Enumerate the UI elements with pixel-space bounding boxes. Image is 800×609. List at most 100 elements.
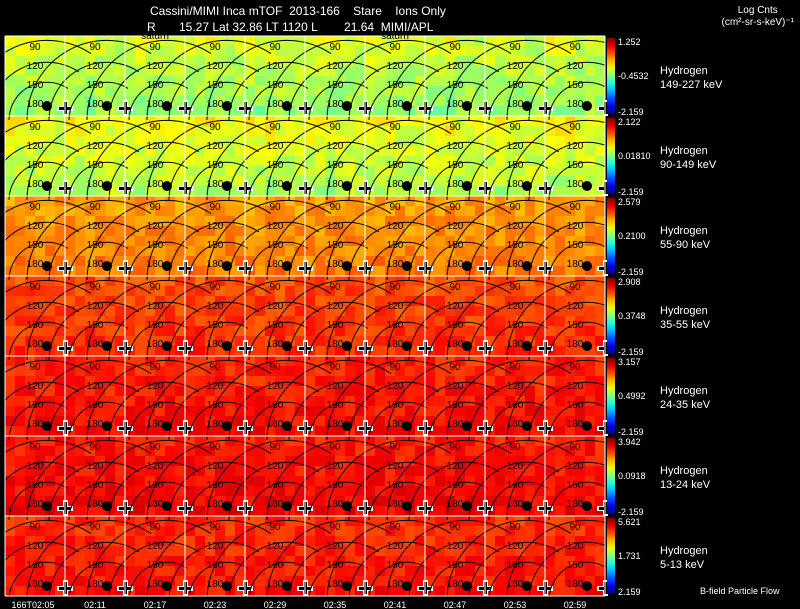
heatmap-cell bbox=[595, 306, 605, 316]
angle-label: 120 bbox=[327, 141, 344, 152]
heatmap-cell bbox=[545, 436, 555, 446]
heatmap-cell bbox=[375, 376, 385, 386]
heatmap-cell bbox=[305, 336, 315, 346]
heatmap-cell bbox=[475, 76, 485, 86]
flow-marker bbox=[42, 421, 52, 431]
units-line-2: (cm²-sr-s-keV)⁻¹ bbox=[721, 17, 794, 28]
heatmap-cell bbox=[85, 506, 95, 516]
heatmap-cell bbox=[35, 386, 45, 396]
angle-label: 180 bbox=[147, 339, 164, 350]
heatmap-cell bbox=[145, 446, 155, 456]
heatmap-cell bbox=[425, 316, 435, 326]
heatmap-cell bbox=[155, 456, 165, 466]
angle-arc bbox=[446, 519, 572, 601]
heatmap-cell bbox=[105, 556, 115, 566]
angle-label: 120 bbox=[447, 221, 464, 232]
angle-label: 90 bbox=[389, 282, 401, 293]
angle-arc bbox=[488, 321, 549, 361]
heatmap-cell bbox=[185, 66, 195, 76]
heatmap-cell bbox=[275, 66, 285, 76]
heatmap-cell bbox=[195, 366, 205, 376]
heatmap-cell bbox=[565, 126, 575, 136]
heatmap-cell bbox=[265, 176, 275, 186]
heatmap-cell bbox=[55, 136, 65, 146]
heatmap-cell bbox=[255, 456, 265, 466]
heatmap-cell bbox=[35, 566, 45, 576]
heatmap-cell bbox=[465, 276, 475, 286]
heatmap-cell bbox=[45, 276, 55, 286]
heatmap-cell bbox=[35, 106, 45, 116]
angle-label: 90 bbox=[569, 362, 581, 373]
heatmap-cell bbox=[445, 166, 455, 176]
heatmap-cell bbox=[315, 576, 325, 586]
heatmap-cell bbox=[545, 166, 555, 176]
heatmap-cell bbox=[125, 236, 135, 246]
heatmap-cell bbox=[375, 106, 385, 116]
heatmap-cell bbox=[95, 386, 105, 396]
angle-label: 90 bbox=[509, 442, 521, 453]
heatmap-cell bbox=[565, 36, 575, 46]
heatmap-cell bbox=[305, 156, 315, 166]
heatmap-cell bbox=[55, 166, 65, 176]
heatmap-cell bbox=[565, 316, 575, 326]
angle-arc bbox=[308, 561, 369, 601]
heatmap-cell bbox=[405, 96, 415, 106]
heatmap-cell bbox=[355, 486, 365, 496]
heatmap-cell bbox=[195, 56, 205, 66]
heatmap-cell bbox=[215, 586, 225, 596]
heatmap-cell bbox=[335, 206, 345, 216]
angle-label: 90 bbox=[329, 362, 341, 373]
heatmap-cell bbox=[495, 276, 505, 286]
heatmap-cell bbox=[355, 466, 365, 476]
heatmap-cell bbox=[525, 376, 535, 386]
heatmap-cell bbox=[25, 246, 35, 256]
heatmap-cell bbox=[485, 386, 495, 396]
energy-range-label: 55-90 keV bbox=[660, 239, 711, 251]
heatmap-cell bbox=[5, 396, 15, 406]
heatmap-cell bbox=[595, 156, 605, 166]
heatmap-cell bbox=[265, 546, 275, 556]
heatmap-cell bbox=[585, 96, 595, 106]
heatmap-cell bbox=[105, 276, 115, 286]
heatmap-cell bbox=[135, 86, 145, 96]
heatmap-cell bbox=[15, 506, 25, 516]
angle-label: 180 bbox=[147, 419, 164, 430]
heatmap-cell bbox=[305, 236, 315, 246]
heatmap-cell bbox=[75, 206, 85, 216]
heatmap-cell bbox=[35, 536, 45, 546]
heatmap-cell bbox=[135, 456, 145, 466]
heatmap-cell bbox=[565, 276, 575, 286]
heatmap-cell bbox=[105, 306, 115, 316]
heatmap-cell bbox=[135, 566, 145, 576]
angle-arc bbox=[428, 481, 489, 521]
heatmap-cell bbox=[55, 536, 65, 546]
angle-arc bbox=[0, 61, 80, 88]
heatmap-cell bbox=[395, 556, 405, 566]
heatmap-cell bbox=[215, 126, 225, 136]
angle-label: 120 bbox=[327, 221, 344, 232]
heatmap-cell bbox=[125, 146, 135, 156]
heatmap-cell bbox=[175, 566, 185, 576]
heatmap-cell bbox=[505, 466, 515, 476]
angle-label: 120 bbox=[267, 141, 284, 152]
heatmap-cell bbox=[405, 376, 415, 386]
heatmap-cell bbox=[445, 326, 455, 336]
time-label: 166T02:05 bbox=[11, 600, 54, 609]
heatmap-cell bbox=[35, 46, 45, 56]
heatmap-cell bbox=[125, 206, 135, 216]
heatmap-cell bbox=[535, 226, 545, 236]
angle-arc bbox=[248, 321, 309, 361]
angle-label: 150 bbox=[567, 480, 584, 491]
heatmap-cell bbox=[55, 386, 65, 396]
heatmap-cell bbox=[245, 196, 255, 206]
heatmap-cell bbox=[465, 456, 475, 466]
species-label: Hydrogen bbox=[660, 145, 708, 157]
heatmap-cell bbox=[55, 316, 65, 326]
heatmap-cell bbox=[265, 36, 275, 46]
heatmap-cell bbox=[145, 346, 155, 356]
heatmap-cell bbox=[585, 346, 595, 356]
flow-marker bbox=[222, 261, 232, 271]
heatmap-cell bbox=[125, 166, 135, 176]
heatmap-cell bbox=[45, 46, 55, 56]
heatmap-cell bbox=[415, 376, 425, 386]
